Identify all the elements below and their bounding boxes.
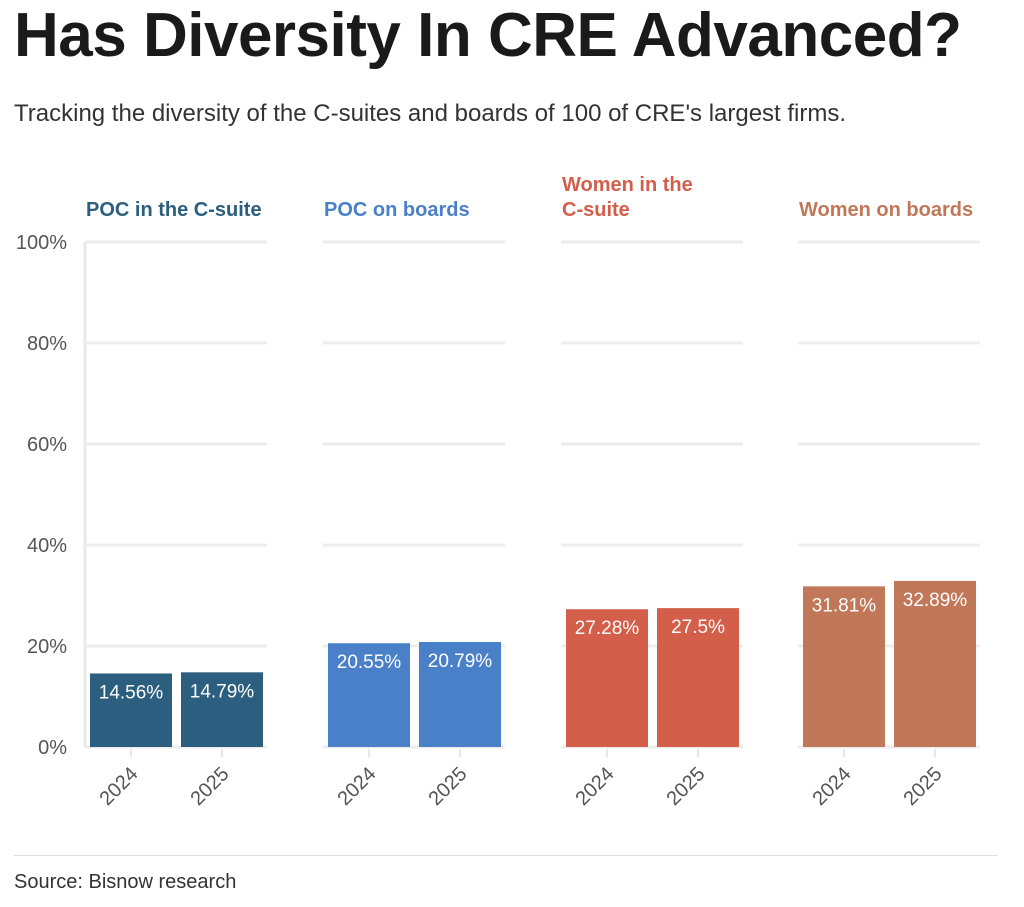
x-tick-label: 2025 (900, 763, 947, 810)
bar (181, 672, 263, 747)
bar (894, 580, 976, 747)
chart-area: 0% 20% 40% 60% 80% 100% POC in the C-suite 14.5… (16, 174, 980, 810)
x-tick-label: 2024 (809, 763, 856, 810)
data-label: 20.79% (428, 651, 493, 672)
data-label: 31.81% (812, 595, 877, 616)
data-label: 27.5% (671, 617, 725, 638)
bar (657, 608, 739, 747)
data-label: 14.79% (190, 681, 255, 702)
bar (419, 642, 501, 747)
bar (328, 643, 410, 747)
x-tick-label: 2024 (572, 763, 619, 810)
panel-title: C-suite (562, 199, 630, 221)
y-tick-label: 60% (27, 434, 67, 456)
data-label: 27.28% (575, 618, 640, 639)
y-tick-label: 80% (27, 333, 67, 355)
y-tick-label: 0% (38, 737, 67, 759)
data-label: 20.55% (337, 652, 402, 673)
data-label: 14.56% (99, 682, 164, 703)
panel-title: POC in the C-suite (86, 199, 262, 221)
panel-title: Women on boards (799, 199, 973, 221)
bar (566, 609, 648, 747)
divider (14, 855, 998, 856)
data-label: 32.89% (903, 590, 968, 611)
x-tick-label: 2025 (425, 763, 472, 810)
x-tick-label: 2024 (334, 763, 381, 810)
x-tick-label: 2025 (187, 763, 234, 810)
bar (90, 673, 172, 747)
y-tick-label: 40% (27, 535, 67, 557)
source-note: Source: Bisnow research (14, 871, 237, 893)
panel-title: Women in the (562, 174, 693, 196)
panel-title: POC on boards (324, 199, 470, 221)
y-tick-label: 20% (27, 636, 67, 658)
x-tick-label: 2025 (663, 763, 710, 810)
bar (803, 586, 885, 747)
chart-title: Has Diversity In CRE Advanced? (14, 1, 962, 70)
chart-subtitle: Tracking the diversity of the C-suites a… (14, 100, 847, 127)
x-tick-label: 2024 (96, 763, 143, 810)
y-tick-label: 100% (16, 232, 67, 254)
